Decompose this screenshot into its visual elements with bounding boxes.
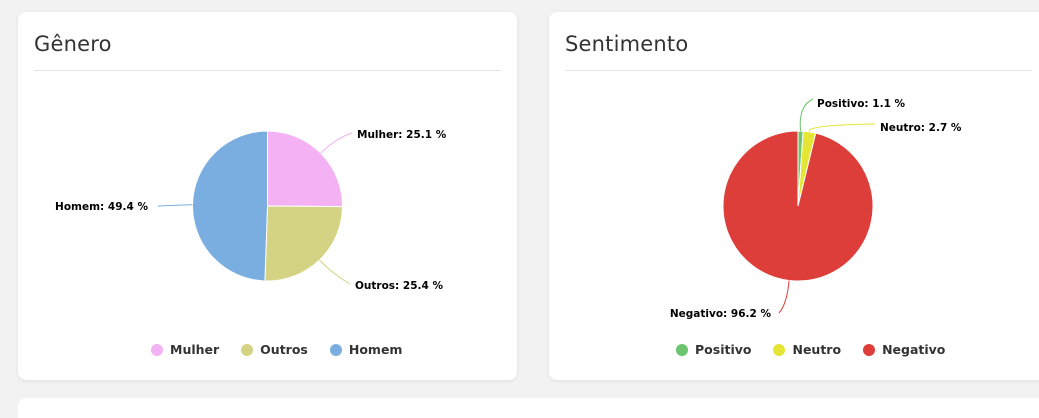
legend-item-neutro[interactable]: Neutro	[773, 342, 841, 357]
legend-dot-mulher	[151, 343, 163, 356]
legend-dot-negativo	[863, 343, 876, 356]
legend-item-outros[interactable]: Outros	[241, 342, 308, 357]
legend-item-mulher[interactable]: Mulher	[151, 342, 219, 357]
legend-dot-outros	[241, 343, 254, 356]
legend-item-homem[interactable]: Homem	[329, 342, 403, 357]
genero-data-label-mulher: Mulher: 25.1 %	[357, 129, 447, 141]
next-card-edge	[18, 398, 1039, 418]
genero-slice-outros[interactable]	[264, 205, 344, 282]
genero-data-label-outros: Outros: 25.4 %	[355, 280, 443, 292]
genero-connector-homem	[157, 204, 193, 207]
sentimento-card: Sentimento Positivo: 1.1 % Neutro: 2.7 % N…	[549, 12, 1039, 380]
legend-label-homem: Homem	[348, 342, 403, 357]
legend-label-outros: Outros	[260, 342, 308, 357]
genero-title: Gênero	[34, 32, 112, 56]
sentimento-data-label-negativo: Negativo: 96.2 %	[670, 308, 772, 320]
sentimento-connector-neutro	[808, 123, 876, 133]
genero-connector-outros	[319, 259, 351, 285]
legend-item-positivo[interactable]: Positivo	[676, 342, 751, 357]
legend-item-negativo[interactable]: Negativo	[863, 342, 945, 357]
sentimento-data-label-positivo: Positivo: 1.1 %	[817, 98, 906, 110]
genero-connector-mulher	[320, 132, 353, 154]
legend-dot-positivo	[676, 343, 688, 356]
genero-data-label-homem: Homem: 49.4 %	[55, 201, 148, 213]
sentimento-slice-negativo[interactable]	[722, 130, 874, 282]
legend-label-negativo: Negativo	[882, 342, 946, 357]
genero-slice-homem[interactable]	[192, 130, 268, 282]
sentimento-connector-positivo	[799, 98, 814, 132]
genero-pie-chart: Mulher: 25.1 % Outros: 25.4 % Homem: 49.4 …	[55, 129, 447, 292]
sentimento-connector-negativo	[778, 280, 790, 314]
legend-dot-homem	[329, 343, 342, 356]
legend-label-neutro: Neutro	[792, 342, 842, 357]
genero-legend: Mulher Outros Homem	[151, 342, 402, 357]
genero-card: Gênero Mulher: 25.1 % Outros: 25.4 % Homem…	[18, 12, 517, 380]
genero-divider	[34, 70, 501, 71]
sentimento-pie-chart: Positivo: 1.1 % Neutro: 2.7 % Negativo: 96…	[670, 98, 962, 320]
genero-slice-mulher[interactable]	[267, 130, 343, 208]
sentimento-legend: Positivo Neutro Negativo	[676, 342, 945, 357]
sentimento-divider	[565, 70, 1032, 71]
legend-dot-neutro	[773, 343, 786, 356]
legend-label-positivo: Positivo	[695, 342, 752, 357]
sentimento-data-label-neutro: Neutro: 2.7 %	[880, 122, 962, 134]
legend-label-mulher: Mulher	[170, 342, 220, 357]
sentimento-title: Sentimento	[565, 32, 689, 56]
